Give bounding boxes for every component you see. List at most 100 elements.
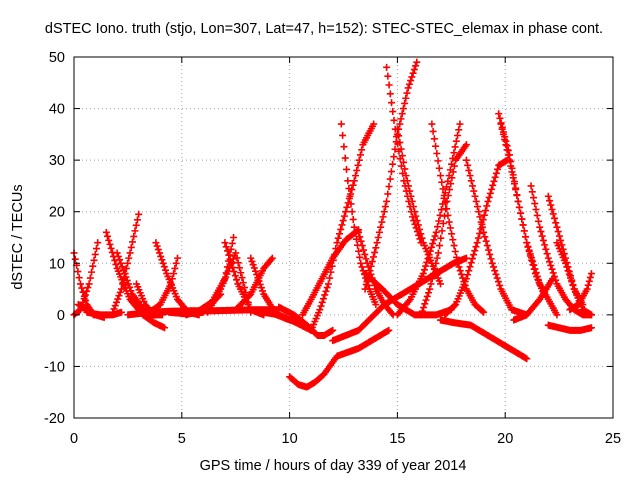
data-point	[539, 236, 547, 244]
data-point	[450, 162, 458, 170]
data-point	[434, 157, 442, 165]
data-point	[340, 212, 348, 220]
y-tick-label: 50	[49, 50, 65, 66]
data-point	[587, 270, 595, 278]
data-point	[233, 276, 241, 284]
y-tick-label: 20	[49, 205, 65, 221]
data-series	[361, 58, 421, 293]
data-point	[482, 207, 490, 215]
data-point	[527, 182, 535, 190]
data-point	[508, 164, 516, 172]
data-point	[162, 266, 170, 274]
data-point	[229, 263, 237, 271]
data-point	[125, 254, 133, 262]
data-point	[522, 233, 530, 241]
data-point	[564, 267, 572, 275]
data-point	[373, 239, 381, 247]
data-point	[530, 194, 538, 202]
data-point	[542, 245, 550, 253]
data-point	[501, 133, 509, 141]
data-point	[104, 232, 112, 240]
data-point	[502, 137, 510, 145]
data-point	[372, 301, 380, 309]
y-tick-label: 0	[57, 308, 65, 324]
data-point	[533, 272, 541, 280]
data-point	[488, 259, 496, 267]
data-series	[462, 156, 531, 319]
data-point	[158, 311, 166, 319]
data-point	[418, 307, 426, 315]
data-point	[430, 236, 438, 244]
data-point	[491, 173, 499, 181]
data-point	[121, 270, 129, 278]
data-point	[409, 69, 417, 77]
data-point	[517, 209, 525, 217]
data-point	[114, 252, 122, 260]
data-point	[326, 274, 334, 282]
data-point	[403, 89, 411, 97]
data-point	[465, 166, 473, 174]
data-point	[546, 258, 554, 266]
data-point	[172, 259, 180, 267]
data-point	[530, 261, 538, 269]
data-point	[533, 211, 541, 219]
data-point	[422, 262, 430, 270]
data-point	[409, 203, 417, 211]
data-point	[553, 311, 561, 319]
grid	[74, 57, 613, 418]
data-point	[158, 256, 166, 264]
data-point	[493, 274, 501, 282]
data-point	[483, 202, 491, 210]
data-point	[514, 197, 522, 205]
data-point	[437, 172, 445, 180]
data-point	[528, 188, 536, 196]
data-point	[408, 73, 416, 81]
data-point	[507, 158, 515, 166]
data-point	[549, 210, 557, 218]
data-point	[529, 257, 537, 265]
data-point	[587, 311, 595, 319]
data-point	[381, 203, 389, 211]
data-point	[527, 254, 535, 262]
data-point	[354, 161, 362, 169]
data-series	[544, 192, 587, 309]
data-point	[390, 153, 398, 161]
data-point	[566, 274, 574, 282]
data-point	[358, 242, 366, 250]
data-point	[342, 208, 350, 216]
data-point	[480, 308, 488, 316]
data-point	[402, 94, 410, 102]
data-point	[555, 232, 563, 240]
data-point	[398, 110, 406, 118]
chart-title: dSTEC Iono. truth (stjo, Lon=307, Lat=47…	[45, 21, 603, 37]
data-point	[404, 182, 412, 190]
data-point	[385, 326, 393, 334]
data-point	[403, 177, 411, 185]
data-point	[337, 225, 345, 233]
data-point	[88, 268, 96, 276]
data-point	[489, 181, 497, 189]
data-point	[441, 198, 449, 206]
data-point	[124, 280, 132, 288]
data-point	[552, 276, 560, 284]
data-point	[454, 132, 462, 140]
data-point	[390, 116, 398, 124]
data-point	[433, 254, 441, 262]
data-point	[549, 269, 557, 277]
data-point	[419, 270, 427, 278]
data-point	[495, 110, 503, 118]
data-point	[358, 263, 366, 271]
data-point	[362, 280, 370, 288]
data-point	[454, 259, 462, 267]
data-point	[434, 223, 442, 231]
data-points	[70, 58, 595, 391]
data-point	[585, 277, 593, 285]
data-point	[356, 151, 364, 159]
data-point	[94, 239, 102, 247]
y-tick-label: -10	[44, 359, 65, 375]
data-point	[445, 186, 453, 194]
data-point	[437, 206, 445, 214]
data-point	[389, 160, 397, 168]
data-point	[457, 270, 465, 278]
data-point	[519, 221, 527, 229]
